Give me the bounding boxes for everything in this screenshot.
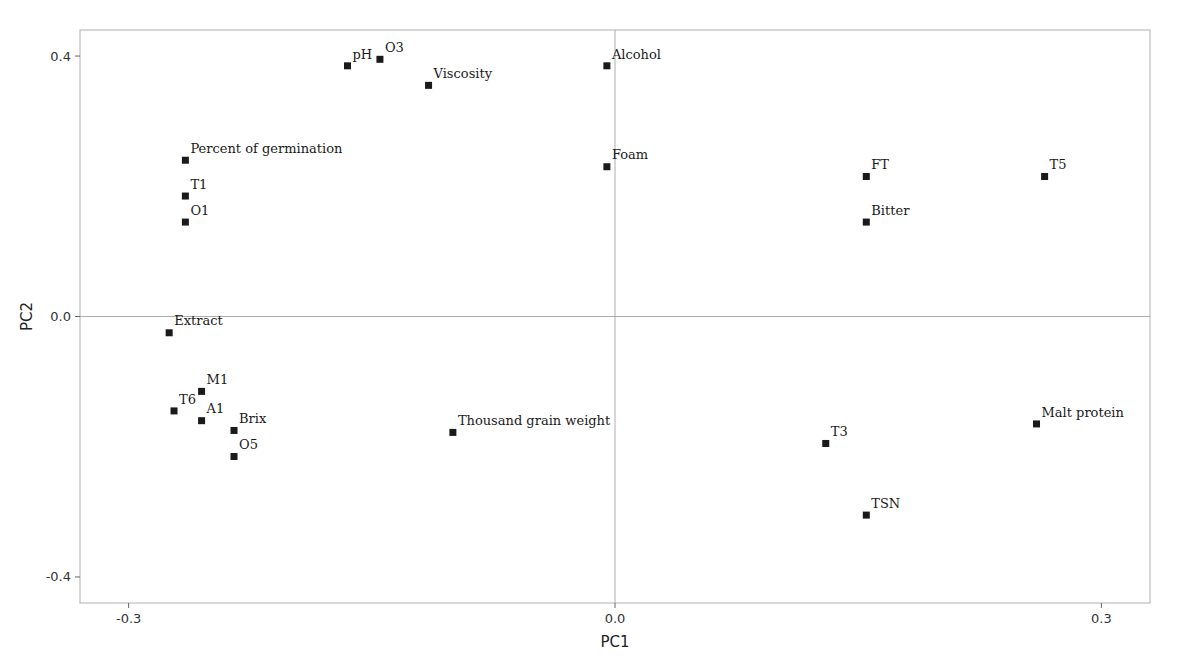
zero-line-v xyxy=(615,30,616,603)
point-label: pH xyxy=(353,47,373,62)
point xyxy=(1033,420,1040,427)
y-tick-label: 0.0 xyxy=(50,309,71,324)
point xyxy=(182,219,189,226)
point-label: A1 xyxy=(206,401,225,416)
point xyxy=(449,429,456,436)
point-label: Thousand grain weight xyxy=(458,413,611,428)
y-tick xyxy=(75,316,80,317)
point xyxy=(182,157,189,164)
point-label: O1 xyxy=(190,203,209,218)
plot-frame xyxy=(80,30,1150,603)
y-tick-label: -0.4 xyxy=(46,569,71,584)
point xyxy=(822,440,829,447)
point-label: TSN xyxy=(871,496,900,511)
chart: -0.3 0.0 0.3 -0.4 0.0 0.4 PC1 PC2 O3 pH Viscosity A… xyxy=(0,0,1190,665)
x-axis-label: PC1 xyxy=(600,633,629,651)
x-tick xyxy=(128,603,129,608)
points xyxy=(166,56,1048,519)
x-tick-label: 0.0 xyxy=(605,611,626,626)
point xyxy=(863,173,870,180)
point-label: Viscosity xyxy=(433,66,493,81)
point xyxy=(603,163,610,170)
point-label: T5 xyxy=(1050,157,1067,172)
point xyxy=(376,56,383,63)
point-label: T6 xyxy=(179,392,196,407)
point xyxy=(198,388,205,395)
point xyxy=(231,453,238,460)
point-label: T3 xyxy=(831,424,848,439)
point-label: T1 xyxy=(190,177,207,192)
y-tick xyxy=(75,576,80,577)
point xyxy=(603,62,610,69)
point xyxy=(182,193,189,200)
point-label: Bitter xyxy=(871,203,910,218)
point-label: Malt protein xyxy=(1042,405,1125,420)
point xyxy=(863,219,870,226)
point-label: O5 xyxy=(239,437,258,452)
point xyxy=(425,82,432,89)
point xyxy=(171,407,178,414)
point xyxy=(1041,173,1048,180)
point xyxy=(231,427,238,434)
point xyxy=(198,417,205,424)
y-tick xyxy=(75,56,80,57)
x-tick-label: 0.3 xyxy=(1091,611,1112,626)
point xyxy=(863,512,870,519)
point-label: M1 xyxy=(207,372,229,387)
point-label: Alcohol xyxy=(611,47,661,62)
y-tick-label: 0.4 xyxy=(50,49,71,64)
x-tick xyxy=(1101,603,1102,608)
point-labels: O3 pH Viscosity Alcohol Percent of germinati… xyxy=(174,40,1124,511)
x-tick xyxy=(615,603,616,608)
zero-lines xyxy=(80,30,1150,603)
point-label: Brix xyxy=(239,411,267,426)
point-label: O3 xyxy=(385,40,404,55)
y-axis-label: PC2 xyxy=(18,302,36,331)
point-label: Percent of germination xyxy=(190,141,343,156)
point-label: Extract xyxy=(174,313,223,328)
point xyxy=(344,62,351,69)
point xyxy=(166,329,173,336)
point-label: FT xyxy=(871,157,889,172)
point-label: Foam xyxy=(612,147,648,162)
x-tick-label: -0.3 xyxy=(116,611,141,626)
